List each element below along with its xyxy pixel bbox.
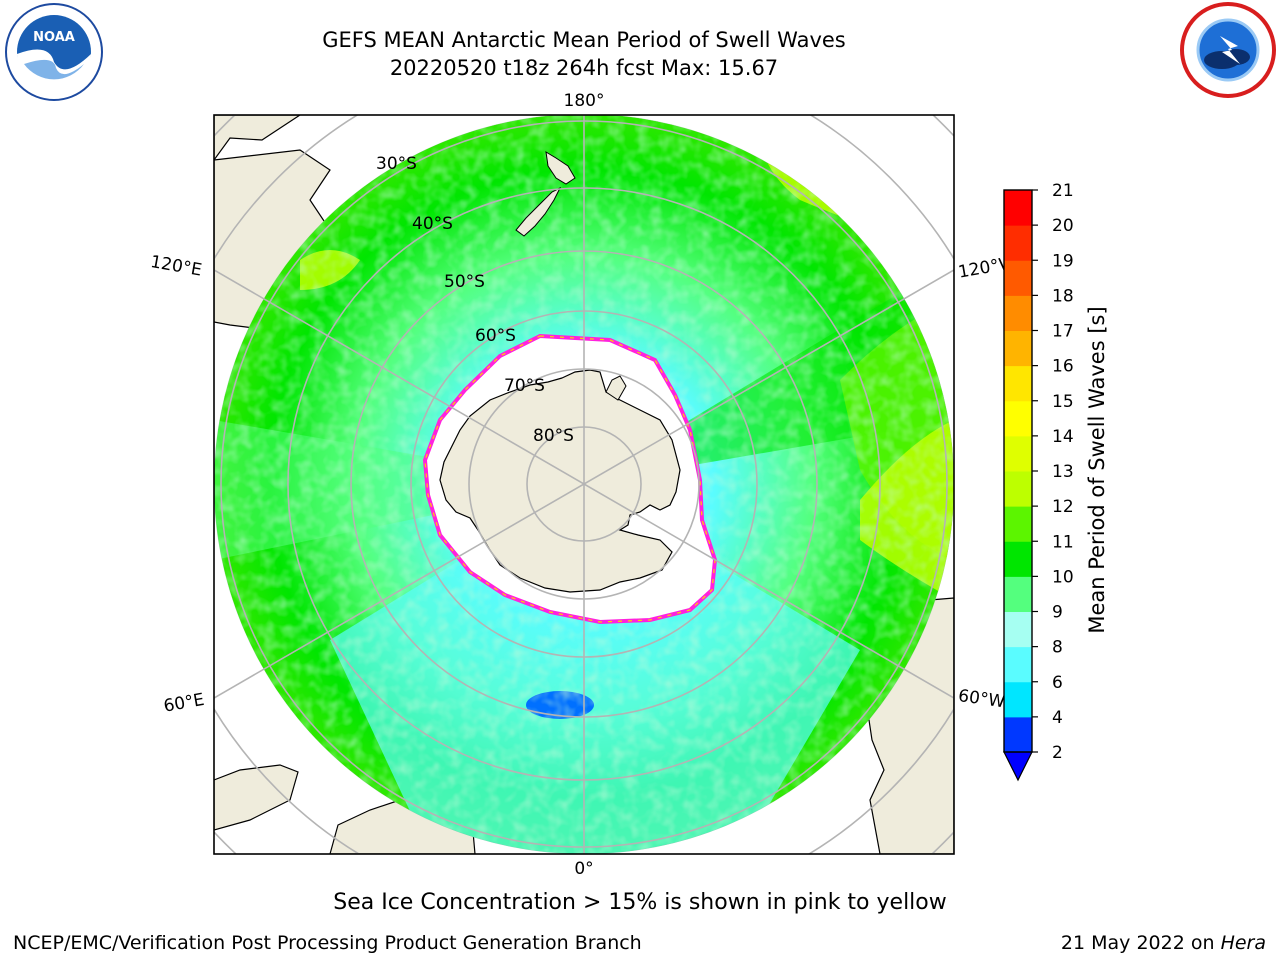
colorbar-segment <box>1004 225 1032 261</box>
graticule <box>214 115 954 854</box>
noaa-logo-icon: NOAA <box>5 3 103 101</box>
colorbar-segment <box>1004 541 1032 577</box>
colorbar-tick-label: 15 <box>1052 392 1074 412</box>
colorbar-tick-label: 6 <box>1052 673 1063 693</box>
lon-label-120e: 120°E <box>149 252 203 281</box>
new-zealand <box>515 151 576 237</box>
colorbar-segment <box>1004 646 1032 683</box>
colorbar-tick-label: 20 <box>1052 216 1074 236</box>
colorbar-segment <box>1004 365 1032 402</box>
nws-logo-icon <box>1180 2 1276 98</box>
lat-label-80s: 80°S <box>533 426 574 446</box>
colorbar-tick-label: 16 <box>1052 357 1074 377</box>
colorbar-segment <box>1004 576 1032 612</box>
lon-label-60e: 60°E <box>162 690 206 717</box>
colorbar-segment <box>1004 681 1032 718</box>
colorbar-tick-label: 17 <box>1052 322 1074 342</box>
map-frame <box>213 114 955 855</box>
lat-label-70s: 70°S <box>504 376 545 396</box>
colorbar-segment <box>1004 400 1032 437</box>
colorbar-tick-label: 14 <box>1052 427 1074 447</box>
antarctica-landmass <box>439 369 681 593</box>
lon-label-180: 180° <box>564 91 605 111</box>
lat-label-60s: 60°S <box>475 326 516 346</box>
colorbar-tick-label: 19 <box>1052 251 1074 271</box>
credit-date: 21 May 2022 on Hera <box>1061 932 1266 954</box>
colorbar-label: Mean Period of Swell Waves [s] <box>1085 306 1109 633</box>
colorbar-segment <box>1004 190 1032 226</box>
colorbar-tick-label: 12 <box>1052 497 1074 517</box>
lat-label-40s: 40°S <box>412 214 453 234</box>
lat-label-30s: 30°S <box>376 154 417 174</box>
colorbar-extend-arrow <box>1003 751 1033 782</box>
lon-label-0: 0° <box>574 859 593 879</box>
colorbar-segment <box>1004 611 1032 648</box>
credit-host: Hera <box>1220 932 1266 954</box>
colorbar-segment <box>1004 330 1032 367</box>
colorbar-tick-label: 11 <box>1052 532 1074 552</box>
sea-ice-footnote: Sea Ice Concentration > 15% is shown in … <box>333 890 947 915</box>
colorbar-tick-label: 18 <box>1052 286 1074 306</box>
colorbar-tick-label: 4 <box>1052 708 1063 728</box>
colorbar-segment <box>1004 295 1032 331</box>
colorbar-segment <box>1004 435 1032 472</box>
colorbar-tick-label: 10 <box>1052 567 1074 587</box>
lon-label-60w: 60°W <box>957 686 1006 712</box>
colorbar-tick-label: 21 <box>1052 181 1074 201</box>
colorbar-segment <box>1004 716 1032 753</box>
noaa-logo-text: NOAA <box>33 30 75 45</box>
colorbar-segment <box>1004 471 1032 507</box>
colorbar-segment <box>1004 260 1032 296</box>
colorbar-tick-label: 2 <box>1052 743 1063 763</box>
colorbar-tick-label: 13 <box>1052 462 1074 482</box>
colorbar: 2 4 6 8 9 10 11 12 13 14 15 16 17 18 19 20 21 <box>1003 181 1074 782</box>
credit-date-text: 21 May 2022 on <box>1060 932 1221 954</box>
colorbar-segment <box>1004 506 1032 542</box>
lat-label-50s: 50°S <box>444 272 485 292</box>
credit-branch: NCEP/EMC/Verification Post Processing Pr… <box>13 932 642 954</box>
chart-subtitle: 20220520 t18z 264h fcst Max: 15.67 <box>389 56 779 80</box>
colorbar-tick-label: 9 <box>1052 603 1063 623</box>
colorbar-tick-label: 8 <box>1052 638 1063 658</box>
chart-title: GEFS MEAN Antarctic Mean Period of Swell… <box>322 28 846 52</box>
